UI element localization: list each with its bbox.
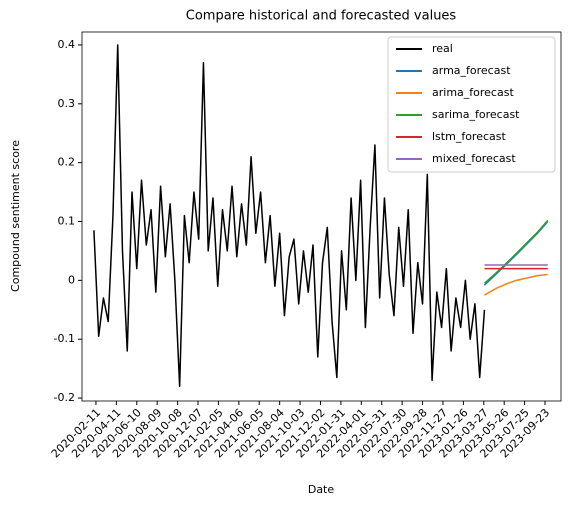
y-tick-label: -0.1 bbox=[54, 332, 75, 345]
y-tick-label: 0.4 bbox=[58, 38, 76, 51]
series-line bbox=[483, 219, 549, 284]
plot-frame bbox=[81, 31, 562, 402]
legend-box bbox=[387, 36, 556, 173]
series-line bbox=[93, 44, 486, 388]
y-axis-label: Compound sentiment score bbox=[9, 140, 22, 292]
y-tick-label: 0.2 bbox=[58, 156, 76, 169]
legend-label: mixed_forecast bbox=[432, 152, 516, 165]
chart-title: Compare historical and forecasted values bbox=[186, 9, 457, 24]
legend-label: lstm_forecast bbox=[432, 130, 506, 143]
y-tick-label: 0.1 bbox=[58, 215, 76, 228]
legend-label: arima_forecast bbox=[432, 86, 514, 99]
x-axis-label: Date bbox=[308, 483, 335, 496]
y-tick-label: 0.3 bbox=[58, 97, 76, 110]
legend-label: arma_forecast bbox=[432, 64, 511, 77]
y-tick-label: 0 bbox=[68, 273, 75, 286]
legend-label: real bbox=[432, 42, 453, 55]
y-tick-label: -0.2 bbox=[54, 391, 75, 404]
series-line bbox=[483, 221, 549, 286]
legend-label: sarima_forecast bbox=[432, 108, 520, 121]
series-line bbox=[484, 273, 548, 296]
legend: real arma_forecast arima_forecast sarima_fo… bbox=[387, 36, 556, 173]
